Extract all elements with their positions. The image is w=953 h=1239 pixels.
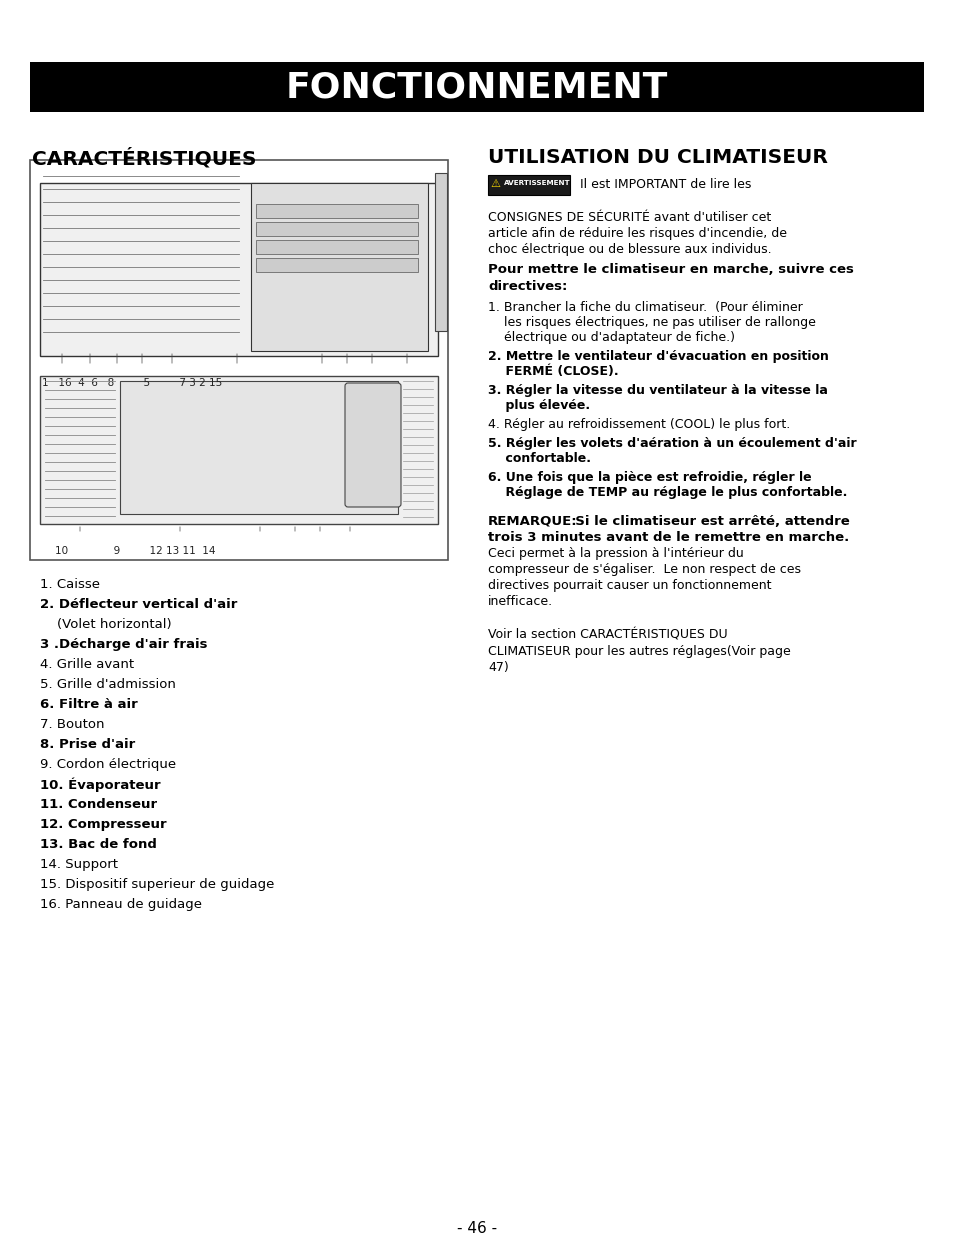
- Bar: [255, 258, 417, 273]
- Text: directives:: directives:: [488, 280, 567, 292]
- Text: FONCTIONNEMENT: FONCTIONNEMENT: [286, 69, 667, 104]
- Text: 9. Cordon électrique: 9. Cordon électrique: [40, 758, 176, 771]
- Text: 11. Condenseur: 11. Condenseur: [40, 798, 157, 812]
- Text: 2. Déflecteur vertical d'air: 2. Déflecteur vertical d'air: [40, 598, 237, 611]
- Text: 8. Prise d'air: 8. Prise d'air: [40, 738, 135, 751]
- Text: 12. Compresseur: 12. Compresseur: [40, 818, 167, 831]
- Text: 1. Brancher la fiche du climatiseur.  (Pour éliminer: 1. Brancher la fiche du climatiseur. (Po…: [488, 301, 801, 313]
- Text: 6. Filtre à air: 6. Filtre à air: [40, 698, 137, 711]
- Text: 3. Régler la vitesse du ventilateur à la vitesse la: 3. Régler la vitesse du ventilateur à la…: [488, 384, 827, 396]
- Text: FERMÉ (CLOSE).: FERMÉ (CLOSE).: [488, 366, 618, 378]
- Bar: [40, 375, 437, 524]
- Text: 10              9         12 13 11  14: 10 9 12 13 11 14: [55, 546, 215, 556]
- Text: CLIMATISEUR pour les autres réglages(Voir page: CLIMATISEUR pour les autres réglages(Voi…: [488, 646, 790, 658]
- Text: les risques électriques, ne pas utiliser de rallonge: les risques électriques, ne pas utiliser…: [488, 316, 815, 330]
- FancyBboxPatch shape: [345, 383, 400, 507]
- Bar: [488, 175, 569, 195]
- Text: Pour mettre le climatiseur en marche, suivre ces: Pour mettre le climatiseur en marche, su…: [488, 263, 853, 276]
- Bar: [255, 240, 417, 254]
- Text: 3 .Décharge d'air frais: 3 .Décharge d'air frais: [40, 638, 208, 650]
- Text: Voir la section CARACTÉRISTIQUES DU: Voir la section CARACTÉRISTIQUES DU: [488, 629, 727, 642]
- Text: 1   16  4  6   8         5         7 3 2 15: 1 16 4 6 8 5 7 3 2 15: [42, 378, 222, 388]
- Text: compresseur de s'égaliser.  Le non respect de ces: compresseur de s'égaliser. Le non respec…: [488, 563, 801, 576]
- Text: 5. Grille d'admission: 5. Grille d'admission: [40, 678, 175, 691]
- Text: CARACTÉRISTIQUES: CARACTÉRISTIQUES: [32, 147, 256, 169]
- Bar: [120, 382, 397, 514]
- Text: AVERTISSEMENT: AVERTISSEMENT: [503, 180, 570, 186]
- Bar: [30, 62, 923, 112]
- Bar: [255, 204, 417, 218]
- Text: électrique ou d'adaptateur de fiche.): électrique ou d'adaptateur de fiche.): [488, 331, 734, 344]
- Text: (Volet horizontal): (Volet horizontal): [40, 618, 172, 631]
- Text: choc électrique ou de blessure aux individus.: choc électrique ou de blessure aux indiv…: [488, 243, 771, 256]
- Text: confortable.: confortable.: [488, 452, 590, 465]
- Text: 7. Bouton: 7. Bouton: [40, 717, 105, 731]
- Text: Ceci permet à la pression à l'intérieur du: Ceci permet à la pression à l'intérieur …: [488, 546, 743, 560]
- Text: UTILISATION DU CLIMATISEUR: UTILISATION DU CLIMATISEUR: [488, 147, 827, 167]
- Text: REMARQUE:: REMARQUE:: [488, 515, 577, 528]
- Text: 14. Support: 14. Support: [40, 857, 118, 871]
- Text: 15. Dispositif superieur de guidage: 15. Dispositif superieur de guidage: [40, 878, 274, 891]
- Text: 5. Régler les volets d'aération à un écoulement d'air: 5. Régler les volets d'aération à un éco…: [488, 437, 856, 450]
- Text: Réglage de TEMP au réglage le plus confortable.: Réglage de TEMP au réglage le plus confo…: [488, 486, 846, 499]
- Text: CONSIGNES DE SÉCURITÉ avant d'utiliser cet: CONSIGNES DE SÉCURITÉ avant d'utiliser c…: [488, 211, 770, 224]
- Text: trois 3 minutes avant de le remettre en marche.: trois 3 minutes avant de le remettre en …: [488, 532, 848, 544]
- Text: directives pourrait causer un fonctionnement: directives pourrait causer un fonctionne…: [488, 579, 771, 592]
- Bar: [435, 173, 447, 331]
- Text: article afin de réduire les risques d'incendie, de: article afin de réduire les risques d'in…: [488, 227, 786, 240]
- Text: - 46 -: - 46 -: [456, 1220, 497, 1237]
- Text: 16. Panneau de guidage: 16. Panneau de guidage: [40, 898, 202, 911]
- Text: 4. Grille avant: 4. Grille avant: [40, 658, 134, 672]
- Text: Si le climatiseur est arrêté, attendre: Si le climatiseur est arrêté, attendre: [565, 515, 849, 528]
- Bar: [40, 183, 437, 356]
- Text: 2. Mettre le ventilateur d'évacuation en position: 2. Mettre le ventilateur d'évacuation en…: [488, 349, 828, 363]
- Text: 1. Caisse: 1. Caisse: [40, 579, 100, 591]
- Text: 10. Évaporateur: 10. Évaporateur: [40, 778, 160, 793]
- Text: 13. Bac de fond: 13. Bac de fond: [40, 838, 156, 851]
- Text: 47): 47): [488, 660, 508, 674]
- Text: 4. Régler au refroidissement (COOL) le plus fort.: 4. Régler au refroidissement (COOL) le p…: [488, 418, 789, 431]
- Text: plus élevée.: plus élevée.: [488, 399, 590, 413]
- Bar: [251, 183, 428, 351]
- Text: Il est IMPORTANT de lire les: Il est IMPORTANT de lire les: [576, 178, 751, 191]
- Bar: [255, 222, 417, 235]
- Bar: [30, 160, 448, 560]
- Text: inefficace.: inefficace.: [488, 595, 553, 608]
- Text: 6. Une fois que la pièce est refroidie, régler le: 6. Une fois que la pièce est refroidie, …: [488, 471, 811, 484]
- Text: ⚠: ⚠: [490, 178, 499, 190]
